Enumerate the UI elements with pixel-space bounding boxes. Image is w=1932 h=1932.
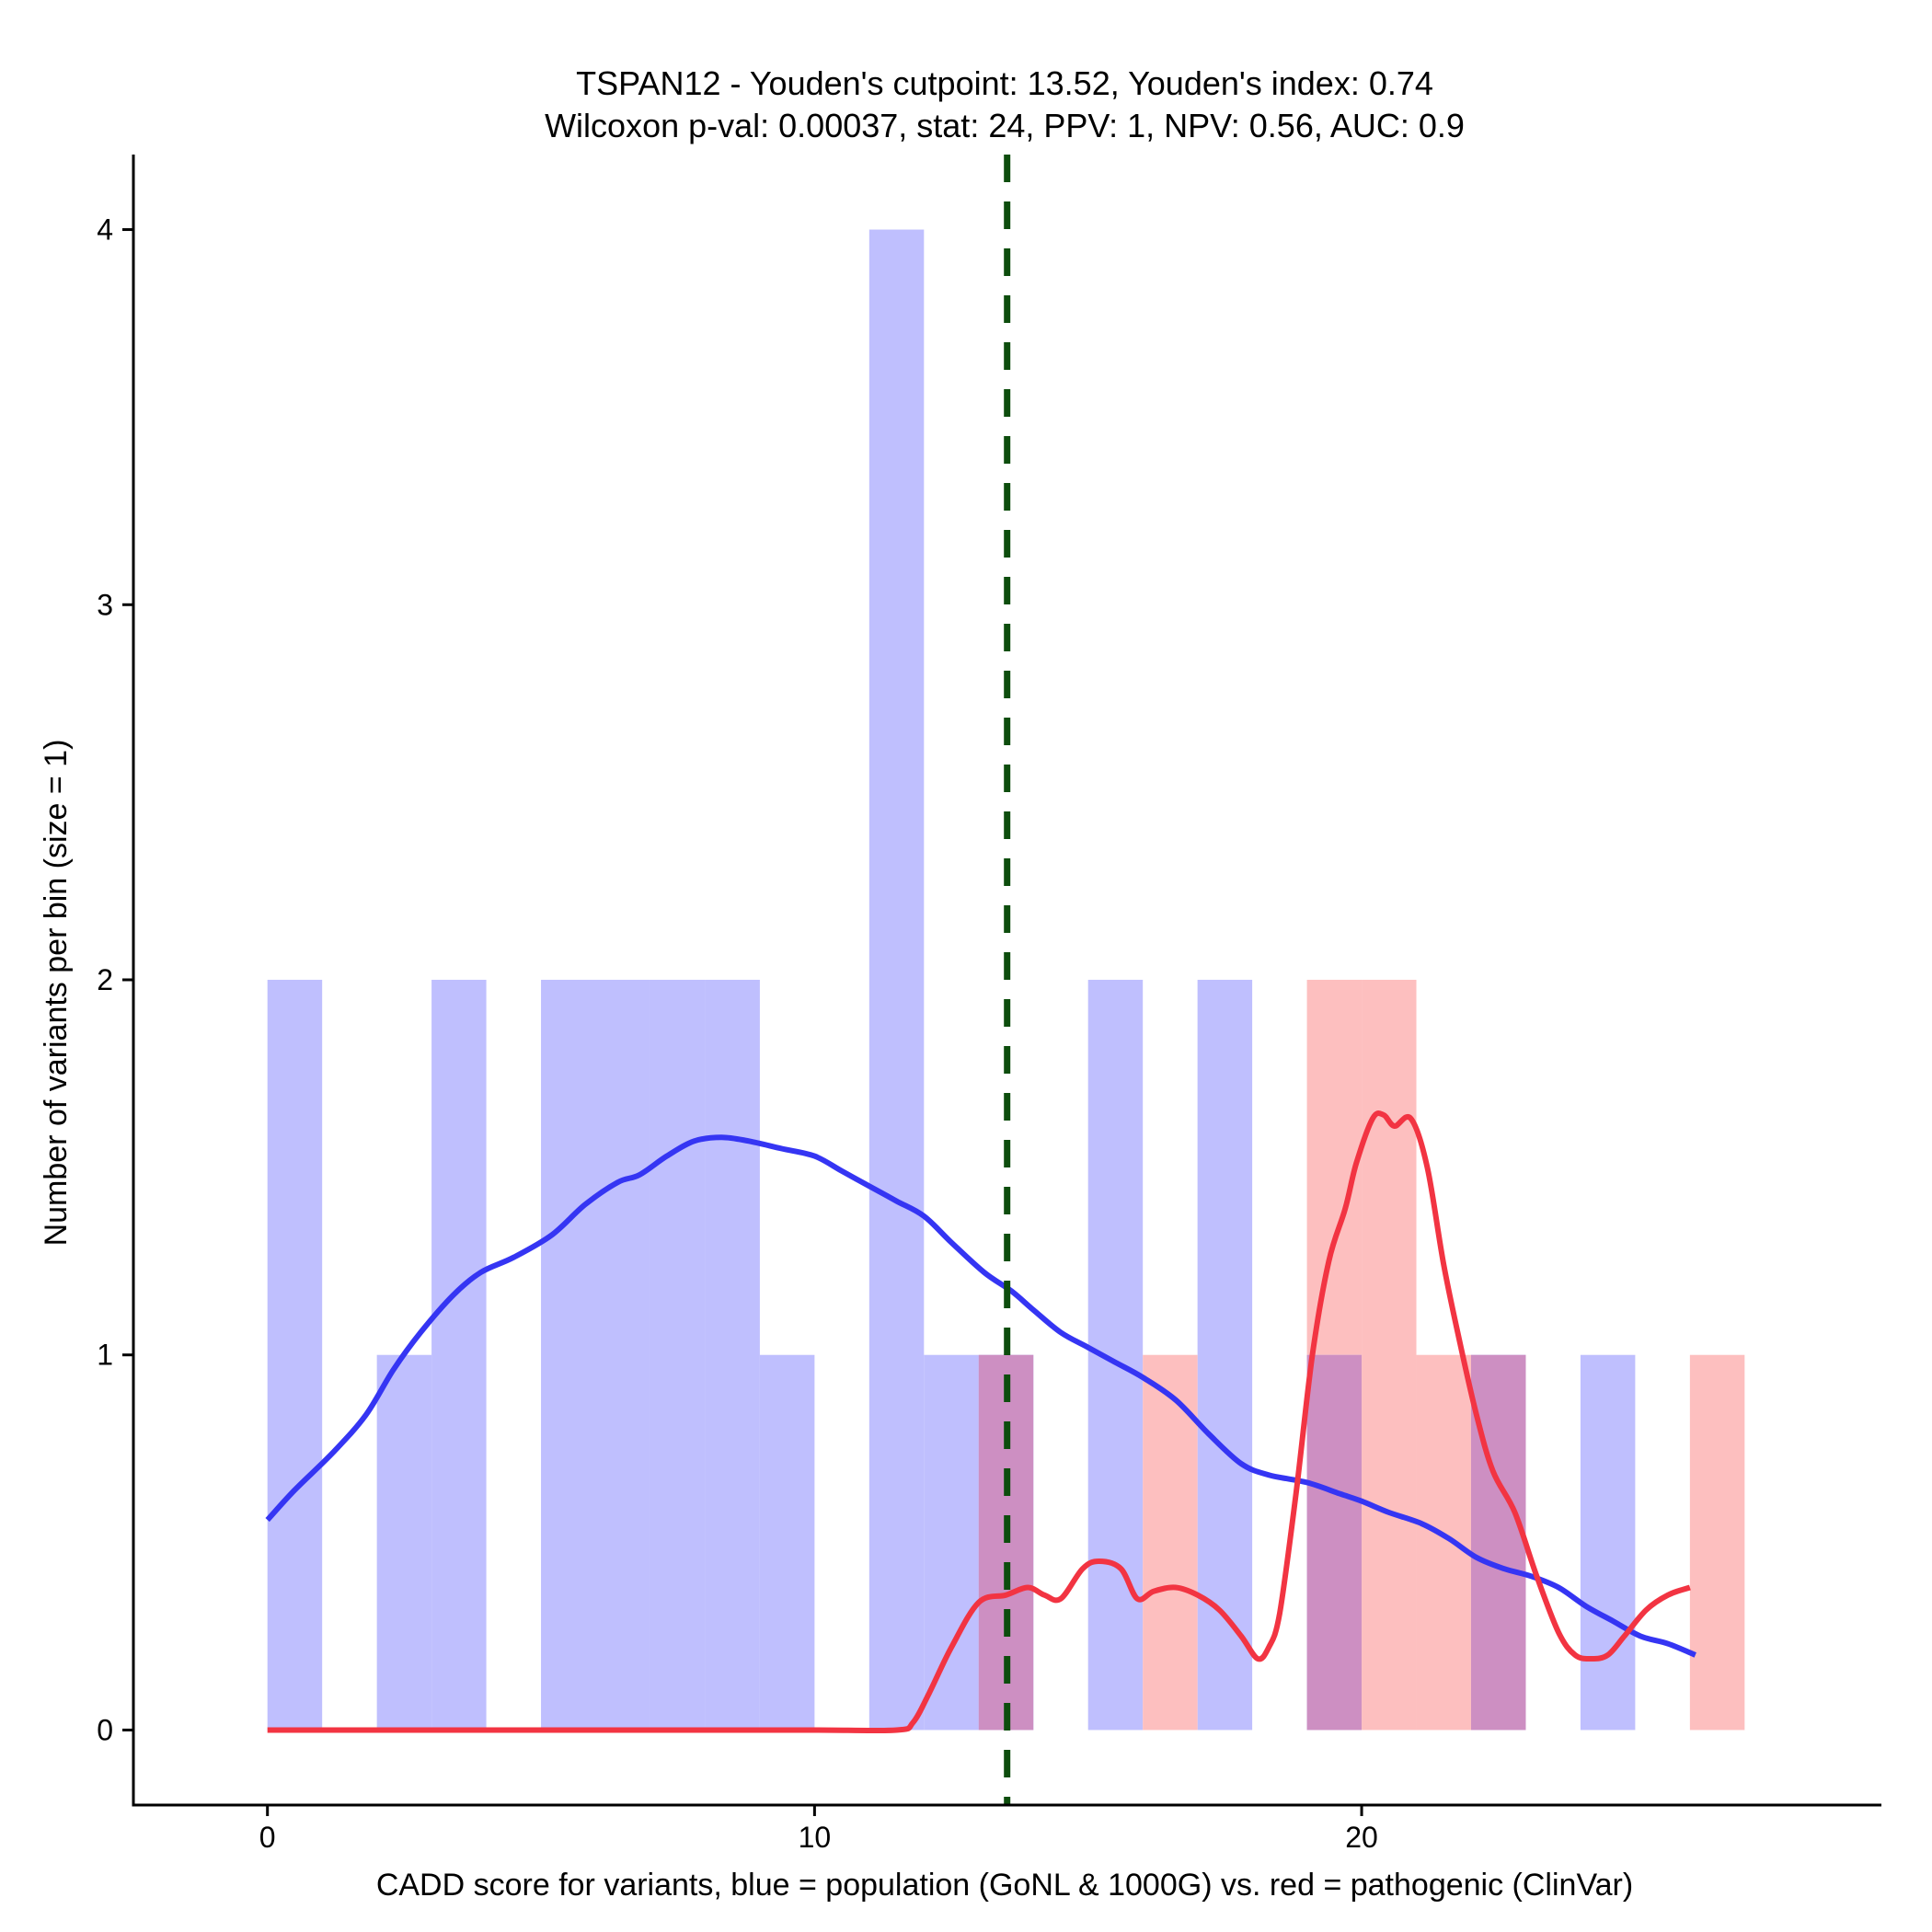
population-bar-17 <box>1197 980 1253 1731</box>
population-bar-8 <box>705 980 760 1731</box>
population-bar-11 <box>868 229 925 1731</box>
population-bar-0 <box>267 980 323 1731</box>
chart-title: TSPAN12 - Youden's cutpoint: 13.52, Youd… <box>576 64 1433 102</box>
population-bar-6 <box>595 980 650 1731</box>
pathogenic-bar-26 <box>1689 1354 1745 1731</box>
population-density-line <box>265 1134 1696 1658</box>
pathogenic-bar-16 <box>1143 1354 1198 1731</box>
histogram-bars <box>267 229 1745 1731</box>
axes: 0 1 2 3 4 0 10 20 <box>97 155 1881 1854</box>
pathogenic-density-line <box>267 1110 1691 1734</box>
overlap-bar-19 <box>1306 1354 1363 1731</box>
y-tick-label-0: 0 <box>97 1713 113 1746</box>
y-tick-label-2: 2 <box>97 963 113 996</box>
chart-subtitle: Wilcoxon p-val: 0.00037, stat: 24, PPV: … <box>545 107 1465 144</box>
y-tick-label-3: 3 <box>97 588 113 621</box>
population-bar-2 <box>376 1354 432 1731</box>
density-lines <box>265 1110 1696 1734</box>
population-bar-5 <box>541 980 596 1731</box>
y-tick-label-1: 1 <box>97 1339 113 1372</box>
x-axis-label: CADD score for variants, blue = populati… <box>376 1868 1633 1903</box>
x-tick-label-20: 20 <box>1345 1821 1378 1854</box>
population-bar-24 <box>1580 1354 1636 1731</box>
overlap-bar-22 <box>1470 1354 1526 1731</box>
y-tick-label-4: 4 <box>97 213 113 247</box>
population-bar-7 <box>650 980 706 1731</box>
pathogenic-bar-21 <box>1416 1354 1471 1731</box>
x-tick-label-10: 10 <box>799 1821 832 1854</box>
population-bar-12 <box>924 1354 979 1731</box>
pathogenic-bar-20 <box>1362 980 1417 1731</box>
population-bar-9 <box>759 1354 815 1731</box>
y-axis-label: Number of variants per bin (size = 1) <box>39 740 74 1247</box>
population-bar-3 <box>431 980 487 1731</box>
x-tick-label-0: 0 <box>259 1821 276 1854</box>
